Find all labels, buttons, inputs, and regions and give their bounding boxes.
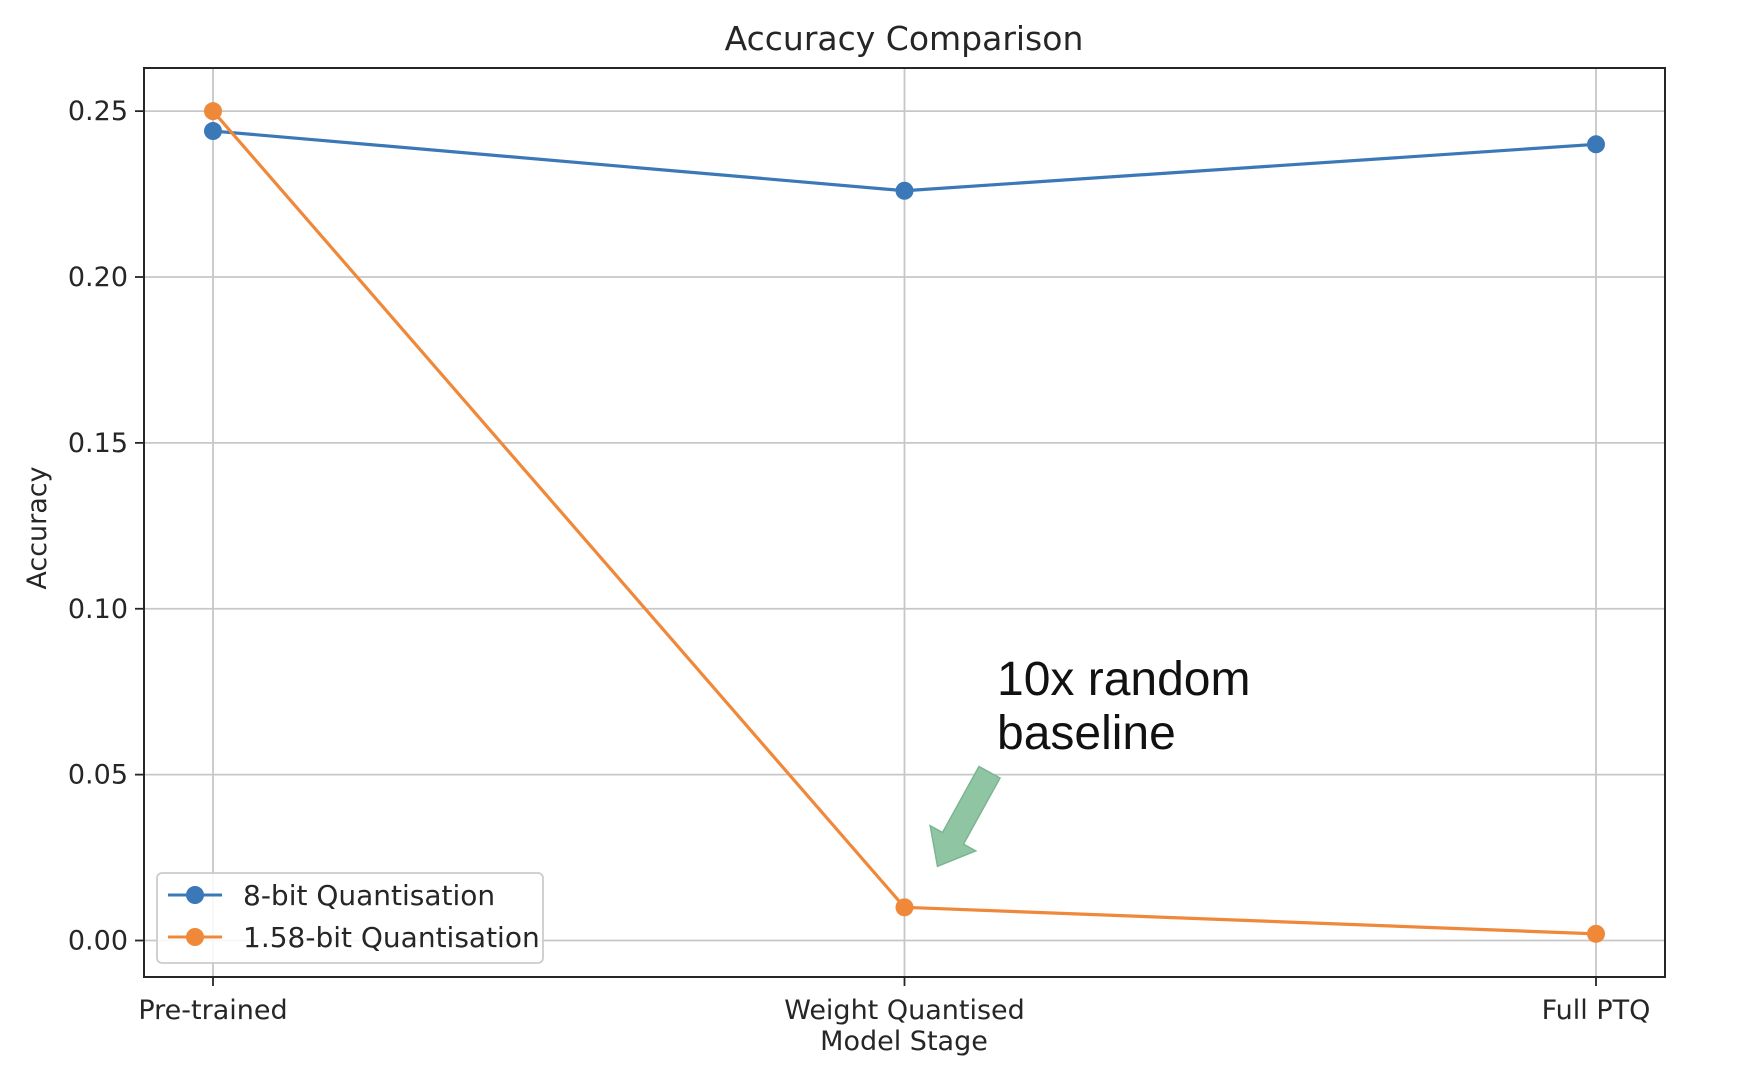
x-axis-label: Model Stage (820, 1026, 988, 1057)
legend-label-8bit: 8-bit Quantisation (243, 879, 495, 912)
y-tick-label: 0.00 (68, 926, 128, 957)
y-tick-label: 0.25 (68, 96, 128, 127)
annotation-line-1: 10x random (997, 653, 1250, 706)
annotation-arrow (929, 765, 1002, 868)
y-axis-label: Accuracy (22, 466, 53, 589)
data-point (895, 898, 914, 917)
legend-label-158bit: 1.58-bit Quantisation (243, 921, 540, 954)
x-tick-label: Full PTQ (1542, 995, 1651, 1026)
annotation: 10x random baseline (929, 653, 1250, 868)
legend-marker-158bit (186, 928, 204, 946)
data-point (204, 102, 222, 121)
series-lines (204, 102, 1605, 943)
legend: 8-bit Quantisation 1.58-bit Quantisation (156, 872, 544, 964)
data-point (895, 181, 914, 200)
data-point (1587, 135, 1605, 154)
data-point (1587, 924, 1605, 943)
legend-box (156, 872, 544, 964)
x-tick-label: Weight Quantised (784, 995, 1025, 1026)
y-tick-label: 0.05 (68, 760, 128, 791)
annotation-line-2: baseline (997, 707, 1176, 760)
y-tick-label: 0.10 (68, 594, 128, 625)
chart-title: Accuracy Comparison (725, 19, 1084, 58)
y-tick-label: 0.15 (68, 428, 128, 459)
axis-ticks: Pre-trained Weight Quantised Full PTQ 0.00 0… (68, 96, 1651, 1026)
legend-marker-8bit (186, 886, 204, 904)
data-point (204, 122, 222, 141)
x-tick-label: Pre-trained (138, 995, 287, 1026)
y-tick-label: 0.20 (68, 262, 128, 293)
